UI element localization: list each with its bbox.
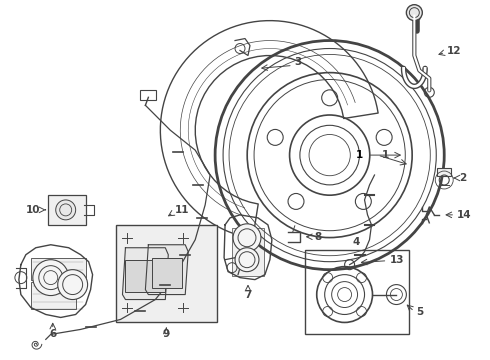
Bar bbox=[141, 90, 156, 100]
Text: 13: 13 bbox=[390, 255, 404, 265]
Bar bbox=[48, 195, 86, 225]
Bar bbox=[305, 250, 409, 334]
Text: 12: 12 bbox=[447, 45, 462, 55]
Text: 9: 9 bbox=[163, 329, 170, 339]
Text: 1: 1 bbox=[382, 150, 389, 160]
Text: 3: 3 bbox=[295, 58, 302, 67]
Text: 11: 11 bbox=[175, 205, 190, 215]
Circle shape bbox=[233, 224, 261, 252]
Bar bbox=[437, 168, 451, 176]
Polygon shape bbox=[146, 245, 188, 294]
Circle shape bbox=[56, 200, 75, 220]
Text: 8: 8 bbox=[315, 232, 322, 242]
Text: 6: 6 bbox=[49, 329, 56, 339]
Bar bbox=[116, 225, 217, 323]
Text: 10: 10 bbox=[26, 205, 40, 215]
Bar bbox=[31, 258, 86, 280]
Circle shape bbox=[33, 260, 69, 296]
Text: 1: 1 bbox=[356, 150, 363, 160]
Bar bbox=[125, 260, 165, 292]
Bar bbox=[232, 228, 264, 276]
Bar bbox=[31, 282, 75, 310]
Circle shape bbox=[58, 270, 88, 300]
Text: 4: 4 bbox=[353, 237, 360, 247]
Text: 2: 2 bbox=[459, 173, 466, 183]
Bar bbox=[152, 258, 182, 288]
Text: 5: 5 bbox=[416, 307, 423, 318]
Circle shape bbox=[406, 5, 422, 21]
Circle shape bbox=[235, 248, 259, 272]
Text: 7: 7 bbox=[245, 289, 252, 300]
Polygon shape bbox=[122, 248, 168, 300]
Text: 14: 14 bbox=[457, 210, 472, 220]
